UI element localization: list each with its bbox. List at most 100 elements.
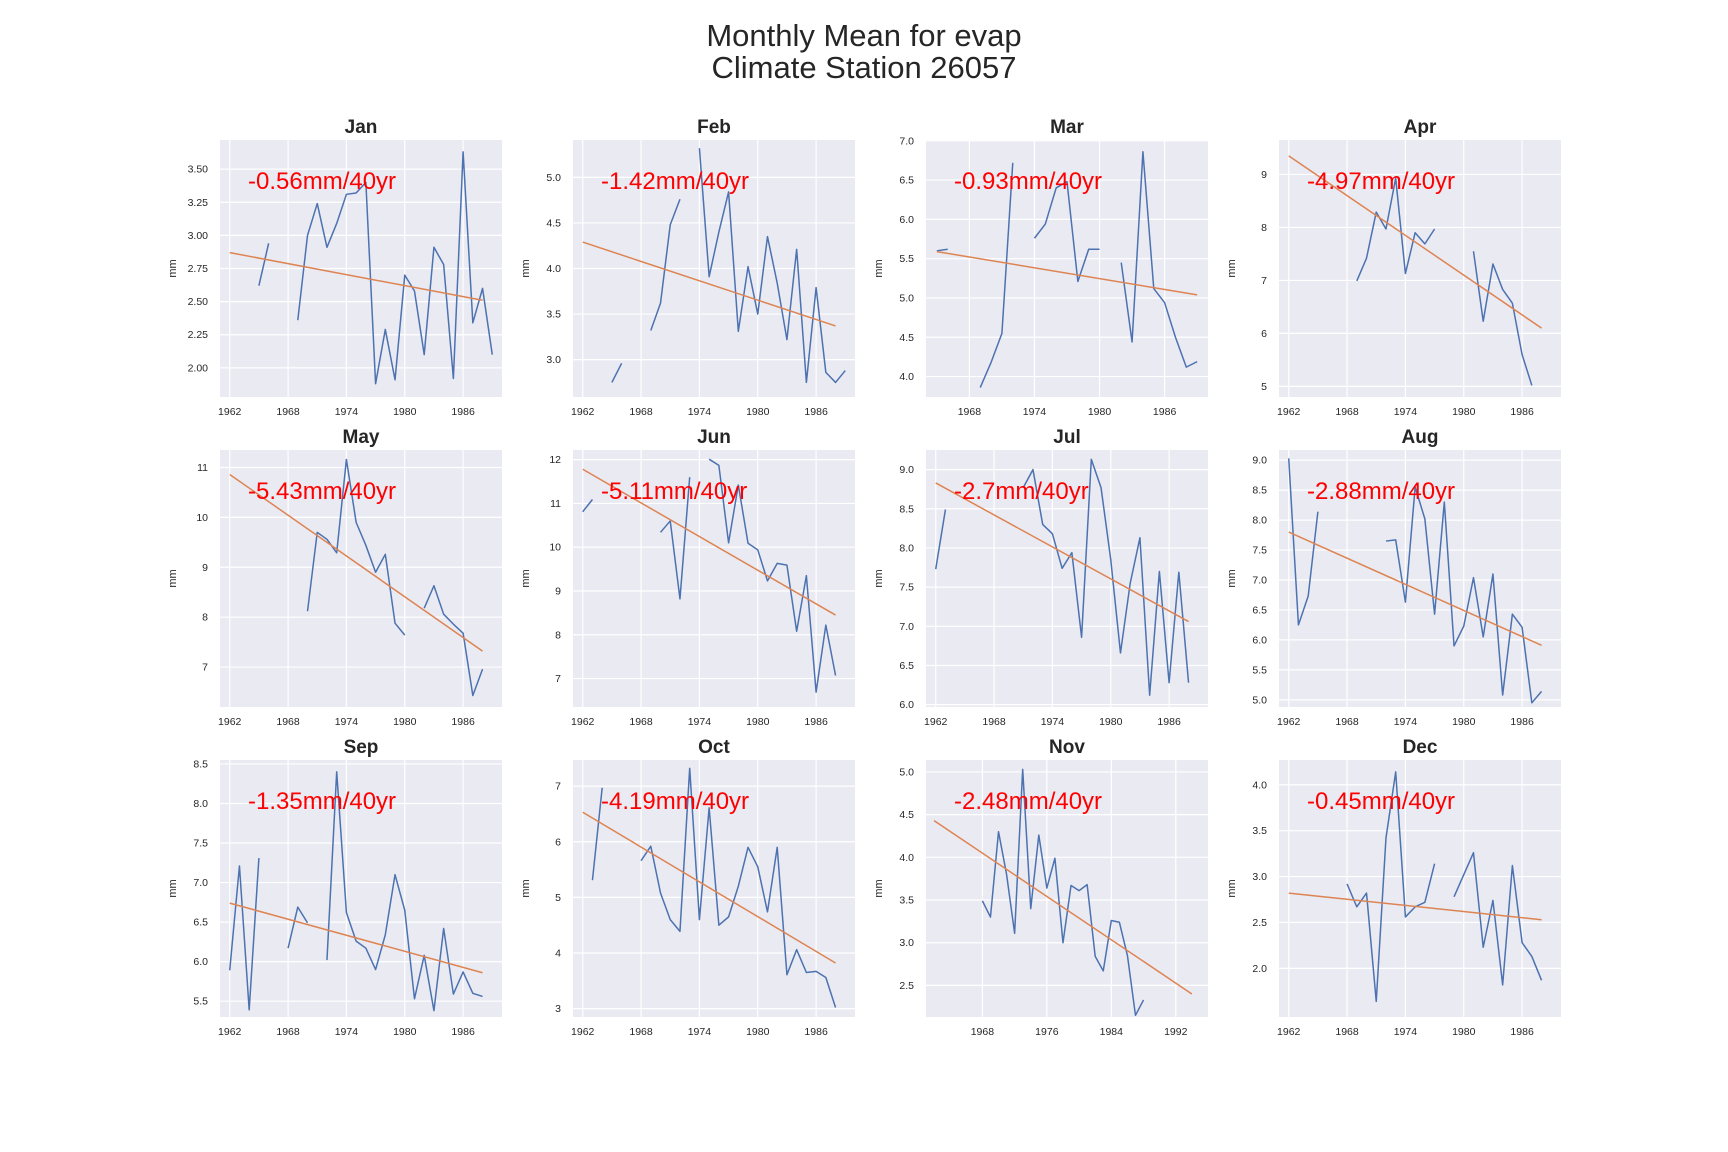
y-tick-label: 7 — [1261, 275, 1267, 287]
x-tick-label: 1986 — [1153, 406, 1177, 418]
x-tick-label: 1962 — [218, 406, 242, 418]
x-tick-label: 1968 — [982, 716, 1006, 728]
y-tick-label: 3.5 — [546, 309, 561, 321]
y-axis-label: mm — [520, 879, 532, 897]
series-line — [258, 243, 270, 286]
x-tick-label: 1968 — [629, 1026, 653, 1038]
x-tick-label: 1974 — [335, 406, 359, 418]
series-line — [1356, 177, 1436, 282]
x-tick-label: 1974 — [1394, 406, 1418, 418]
subplot-dec: 1962 1968 1974 1980 1986 2.0 2.5 3.0 3.5 4.0 mm Dec… — [1226, 737, 1561, 1038]
y-tick-label: 7.5 — [193, 838, 208, 850]
y-axis-label: mm — [873, 879, 885, 897]
x-tick-label: 1974 — [1394, 1026, 1418, 1038]
subplot-title: Mar — [1050, 117, 1084, 138]
y-tick-label: 3.5 — [1252, 825, 1267, 837]
y-tick-label: 9.0 — [899, 464, 914, 476]
y-tick-label: 9 — [1261, 169, 1267, 181]
x-tick-label: 1962 — [571, 1026, 595, 1038]
subplot-jun: 1962 1968 1974 1980 1986 7 8 9 10 11 12 mm Jun -5.11m… — [520, 427, 855, 728]
y-tick-label: 6.5 — [899, 175, 914, 187]
x-tick-label: 1986 — [451, 406, 475, 418]
y-tick-label: 5.5 — [899, 253, 914, 265]
y-tick-label: 8.0 — [193, 798, 208, 810]
series-line — [640, 767, 837, 1008]
y-tick-label: 4.5 — [899, 809, 914, 821]
trend-annotation: -2.48mm/40yr — [954, 788, 1102, 815]
y-tick-label: 8 — [555, 629, 561, 641]
subplot-title: Apr — [1404, 117, 1437, 138]
trend-line — [1288, 155, 1542, 329]
x-tick-label: 1962 — [1277, 406, 1301, 418]
series-line — [611, 362, 623, 383]
subplot-mar: 1968 1974 1980 1986 4.0 4.5 5.0 5.5 6.0 6.5 7.0 mm M… — [873, 117, 1208, 418]
y-tick-label: 8.5 — [1252, 485, 1267, 497]
trend-line — [1288, 892, 1542, 921]
trend-annotation: -2.7mm/40yr — [954, 478, 1089, 505]
y-tick-label: 4.5 — [899, 332, 914, 344]
x-tick-label: 1986 — [804, 1026, 828, 1038]
y-tick-label: 9 — [555, 585, 561, 597]
trend-annotation: -1.35mm/40yr — [248, 788, 396, 815]
y-tick-label: 4.0 — [1252, 779, 1267, 791]
x-tick-label: 1980 — [393, 716, 417, 728]
y-tick-label: 10 — [196, 512, 208, 524]
x-tick-label: 1968 — [1335, 716, 1359, 728]
x-tick-label: 1980 — [1452, 716, 1476, 728]
x-tick-label: 1974 — [1041, 716, 1065, 728]
y-tick-label: 7.5 — [899, 582, 914, 594]
x-tick-label: 1974 — [335, 1026, 359, 1038]
y-axis-label: mm — [873, 569, 885, 587]
y-tick-label: 2.5 — [1252, 917, 1267, 929]
y-axis-label: mm — [873, 259, 885, 277]
series-line — [297, 151, 494, 385]
x-tick-label: 1968 — [276, 1026, 300, 1038]
series-line — [326, 771, 483, 1012]
x-tick-label: 1974 — [688, 1026, 712, 1038]
series-line — [934, 509, 947, 570]
y-tick-label: 6.5 — [193, 917, 208, 929]
y-axis-label: mm — [167, 569, 179, 587]
plot-area — [220, 760, 502, 1017]
series-line — [1033, 180, 1100, 283]
x-tick-label: 1986 — [1157, 716, 1181, 728]
x-tick-label: 1980 — [393, 406, 417, 418]
x-tick-label: 1980 — [746, 716, 770, 728]
x-tick-label: 1968 — [1335, 1026, 1359, 1038]
series-line — [591, 787, 603, 881]
x-tick-label: 1968 — [276, 406, 300, 418]
y-tick-label: 3.0 — [899, 937, 914, 949]
y-tick-label: 12 — [549, 454, 561, 466]
y-tick-label: 8.5 — [899, 503, 914, 515]
y-tick-label: 10 — [549, 542, 561, 554]
subplot-apr: 1962 1968 1974 1980 1986 5 6 7 8 9 mm Apr -4.97mm/40… — [1226, 117, 1561, 418]
x-tick-label: 1974 — [1023, 406, 1047, 418]
y-tick-label: 5.0 — [899, 766, 914, 778]
x-tick-label: 1986 — [1510, 1026, 1534, 1038]
trend-annotation: -0.93mm/40yr — [954, 168, 1102, 195]
x-tick-label: 1962 — [1277, 1026, 1301, 1038]
y-tick-label: 6.0 — [1252, 634, 1267, 646]
y-tick-label: 2.75 — [188, 263, 209, 275]
subplot-jan: 1962 1968 1974 1980 1986 2.00 2.25 2.50 2.75 3.00… — [167, 117, 502, 418]
y-tick-label: 8 — [202, 612, 208, 624]
trend-line — [1288, 531, 1542, 646]
plot-area — [926, 760, 1208, 1017]
x-tick-label: 1962 — [218, 716, 242, 728]
y-tick-label: 8 — [1261, 222, 1267, 234]
trend-annotation: -5.11mm/40yr — [601, 478, 747, 505]
y-tick-label: 2.25 — [188, 329, 209, 341]
subplot-title: Jan — [345, 117, 378, 138]
trend-line — [582, 241, 836, 327]
x-tick-label: 1980 — [1452, 406, 1476, 418]
x-tick-label: 1980 — [746, 406, 770, 418]
y-tick-label: 8.5 — [193, 758, 208, 770]
y-tick-label: 4.0 — [546, 263, 561, 275]
x-tick-label: 1980 — [1088, 406, 1112, 418]
plot-area — [573, 450, 855, 707]
x-tick-label: 1968 — [958, 406, 982, 418]
plot-area — [1279, 450, 1561, 707]
x-tick-label: 1962 — [924, 716, 948, 728]
